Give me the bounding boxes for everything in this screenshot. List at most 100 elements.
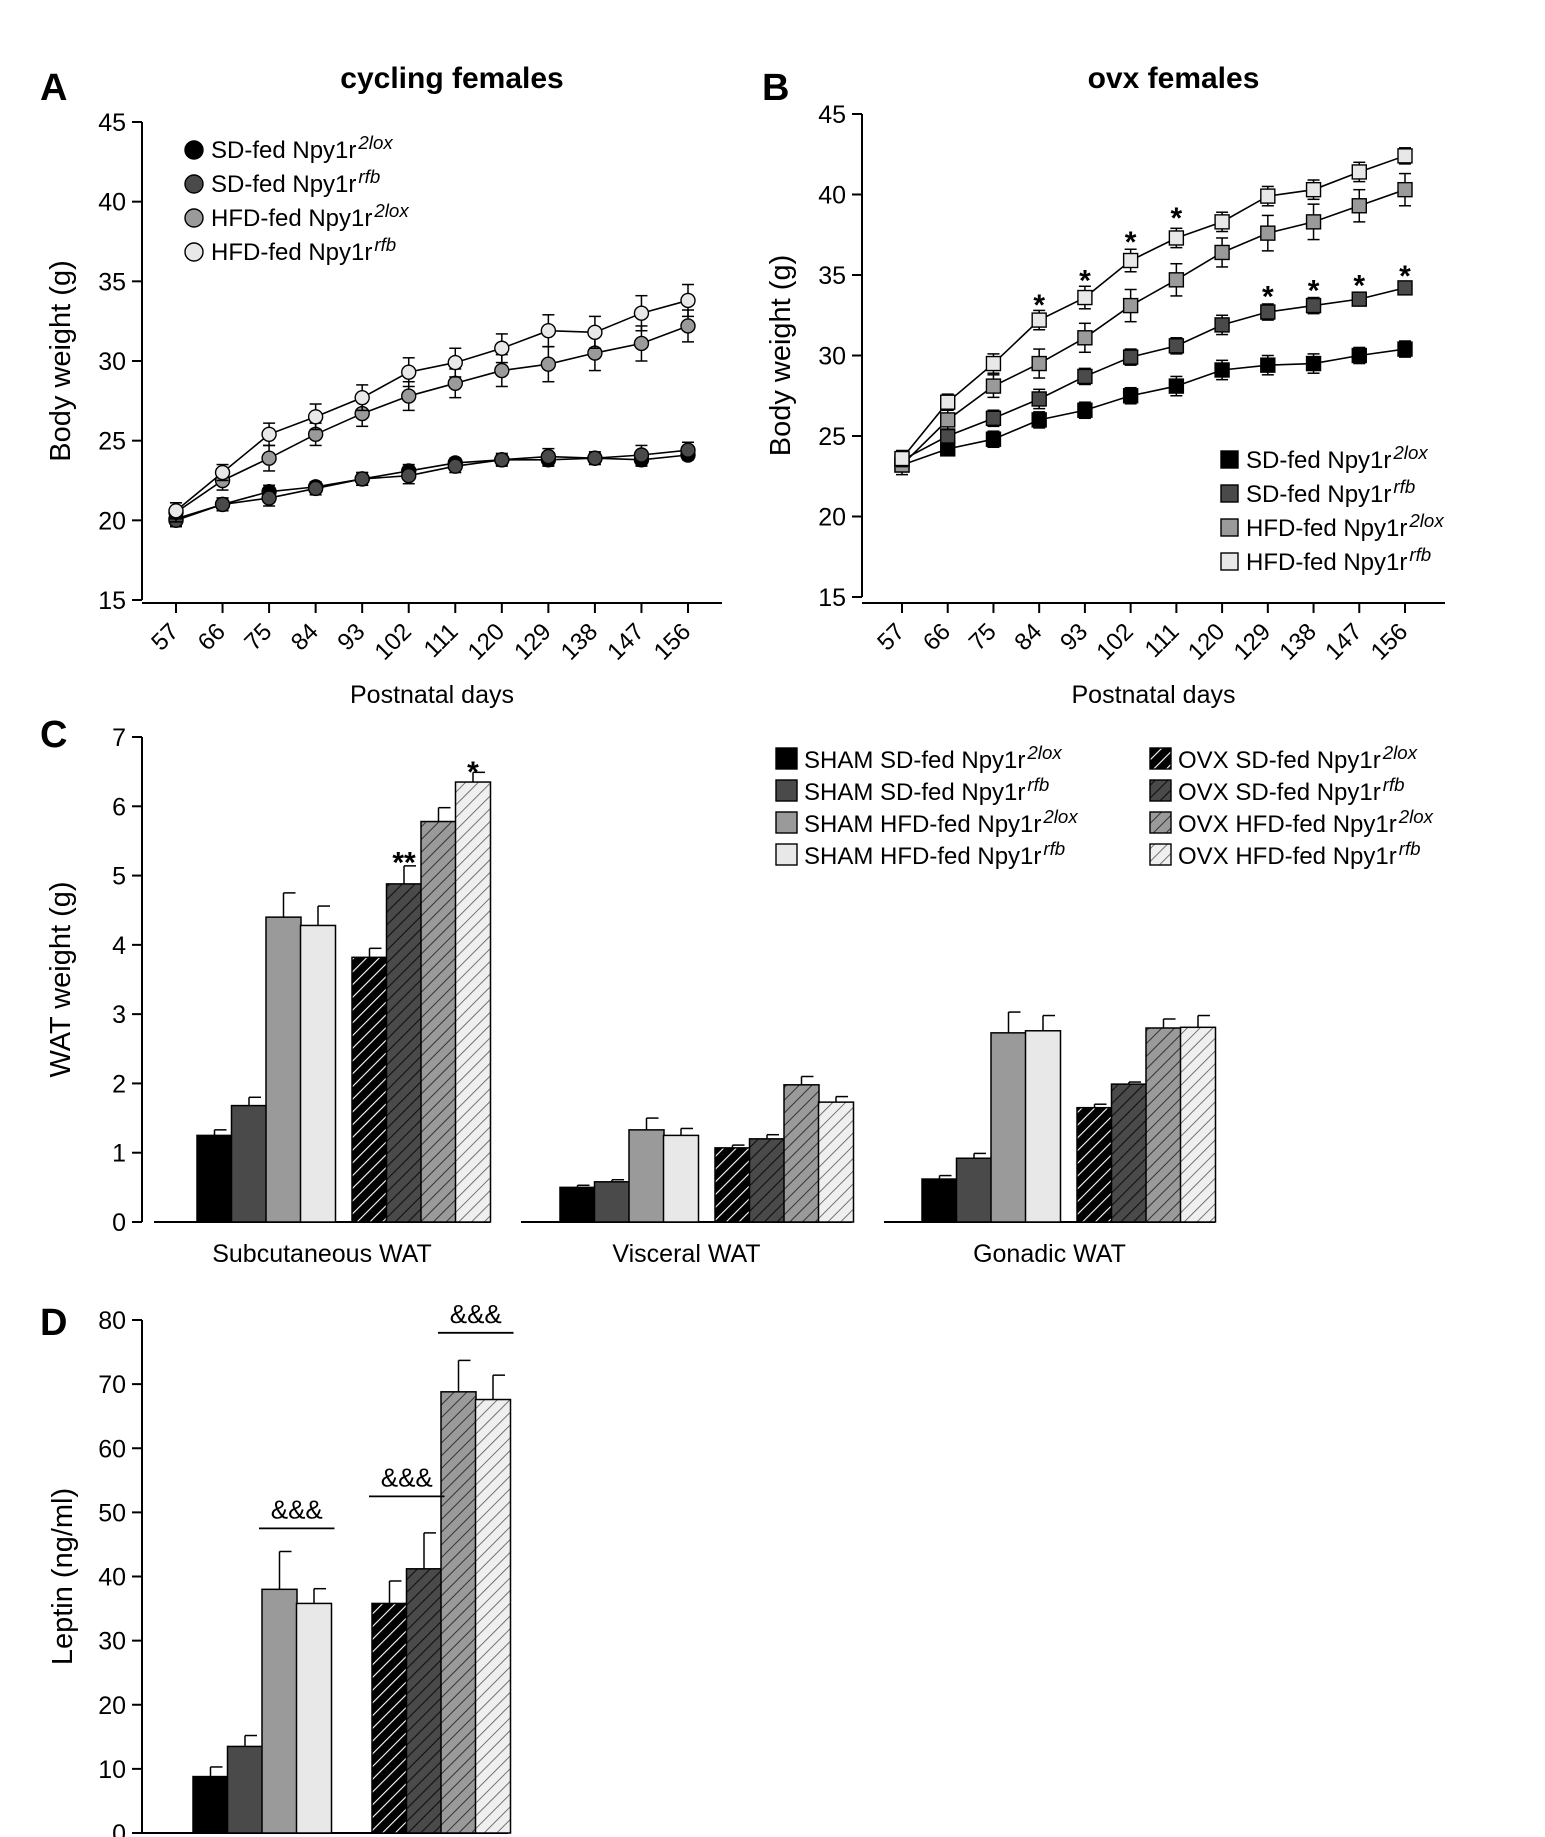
legend-swatch: [775, 811, 798, 834]
y-tick-label: 6: [112, 793, 126, 821]
legend-swatch: [184, 242, 204, 262]
bar-series-3: [295, 1374, 512, 1834]
data-point: [1214, 317, 1230, 333]
data-point: [1260, 225, 1276, 241]
legend-label-text: SHAM SD-fed Npy1r: [804, 779, 1025, 806]
legend-label-sup: rfb: [1399, 838, 1421, 859]
bar: [662, 1134, 700, 1223]
legend-label: OVX SD-fed Npy1r 2lox: [1178, 742, 1418, 774]
legend-label-text: SHAM HFD-fed Npy1r: [804, 811, 1041, 838]
data-point: [1031, 355, 1047, 372]
significance-marker: *: [1171, 202, 1183, 235]
legend-label-text: SHAM SD-fed Npy1r: [804, 747, 1025, 774]
legend-label-text: SHAM HFD-fed Npy1r: [804, 843, 1041, 870]
legend-label-sup: rfb: [1027, 774, 1049, 795]
panel-letter-a: A: [40, 67, 67, 109]
data-point: [1397, 181, 1413, 198]
data-point: [1305, 355, 1322, 372]
significance-marker: &&&: [450, 1299, 502, 1329]
y-tick-label: 80: [98, 1307, 126, 1335]
legend-label: SHAM HFD-fed Npy1r 2lox: [804, 806, 1078, 838]
series-2: [168, 309, 696, 523]
data-point: [307, 480, 324, 497]
series-line: [901, 155, 1406, 460]
data-point: [1168, 230, 1185, 246]
y-tick-label: 20: [818, 504, 846, 532]
x-tick-label: 147: [602, 618, 649, 665]
y-tick-label: 40: [98, 189, 126, 217]
data-point: [540, 323, 557, 339]
significance-marker: *: [1033, 289, 1045, 322]
y-tick-label: 70: [98, 1371, 126, 1399]
bar: [230, 1104, 268, 1223]
data-point: [1077, 402, 1093, 418]
x-tick-label: 111: [1140, 618, 1185, 663]
significance-marker: *: [1399, 260, 1411, 293]
data-point: [494, 362, 510, 379]
bar: [226, 1745, 264, 1834]
y-tick-label: 40: [818, 182, 846, 210]
data-point: [1214, 244, 1230, 261]
x-tick-label: 66: [193, 618, 231, 656]
data-point: [307, 409, 324, 425]
data-point: [1351, 347, 1367, 364]
data-point: [168, 503, 184, 519]
x-tick-label: 57: [872, 618, 910, 656]
series-line: [175, 299, 689, 512]
data-point: [1214, 362, 1230, 378]
y-axis-label: WAT weight (g): [45, 881, 77, 1077]
x-tick-label: 138: [556, 618, 603, 665]
data-point: [587, 324, 603, 341]
x-axis-label: Postnatal days: [1072, 681, 1236, 709]
legend-swatch: [1220, 484, 1239, 503]
bar: [628, 1129, 665, 1223]
legend-swatch: [1149, 843, 1172, 866]
data-point: [587, 450, 603, 466]
x-tick-label: 111: [419, 618, 464, 663]
y-tick-label: 20: [98, 1692, 126, 1720]
legend-label-text: OVX HFD-fed Npy1r: [1178, 843, 1397, 870]
legend-label-text: OVX SD-fed Npy1r: [1178, 779, 1381, 806]
panel-c-chart: 0 1 2 3 4 5 6 7 WAT weight (g) Subcutaneous WAT Vi…: [45, 724, 1434, 1268]
y-tick-label: 40: [98, 1564, 126, 1592]
bar: [371, 1602, 408, 1834]
data-point: [1168, 338, 1185, 354]
y-tick-label: 35: [98, 268, 126, 296]
bar-series-1: [226, 1532, 443, 1834]
y-tick-label: 15: [818, 584, 846, 612]
y-tick-label: 3: [112, 1001, 126, 1029]
legend-label-text: HFD-fed Npy1r: [1246, 515, 1407, 542]
data-point: [261, 426, 277, 442]
data-point: [1397, 341, 1413, 357]
x-tick-label: 66: [918, 618, 956, 656]
y-tick-label: 25: [98, 428, 126, 456]
y-tick-label: 0: [112, 1209, 126, 1237]
bar: [817, 1101, 855, 1223]
significance-marker: *: [1079, 265, 1091, 298]
data-point: [494, 452, 510, 468]
legend-swatch: [775, 747, 798, 770]
legend-label-text: SD-fed Npy1r: [1246, 481, 1391, 508]
legend-swatch: [1220, 552, 1239, 571]
legend-label-sup: rfb: [358, 166, 380, 187]
x-category-label: Subcutaneous WAT: [212, 1240, 432, 1268]
data-point: [1397, 280, 1413, 296]
y-axis-label: Body weight (g): [45, 260, 77, 462]
legend-label: SD-fed Npy1r 2lox: [211, 132, 393, 164]
series-2: [894, 172, 1413, 476]
data-point: [1077, 330, 1093, 346]
bar: [454, 781, 492, 1223]
x-tick-label: 102: [370, 618, 417, 665]
bar: [196, 1134, 233, 1223]
data-point: [1122, 388, 1139, 404]
y-tick-label: 5: [112, 863, 126, 891]
x-tick-label: 84: [286, 618, 324, 656]
bar: [192, 1775, 229, 1834]
legend-label-text: OVX SD-fed Npy1r: [1178, 747, 1381, 774]
legend-swatch: [775, 843, 798, 866]
series-line: [175, 325, 689, 514]
data-point: [447, 458, 463, 474]
y-tick-label: 0: [112, 1820, 126, 1837]
